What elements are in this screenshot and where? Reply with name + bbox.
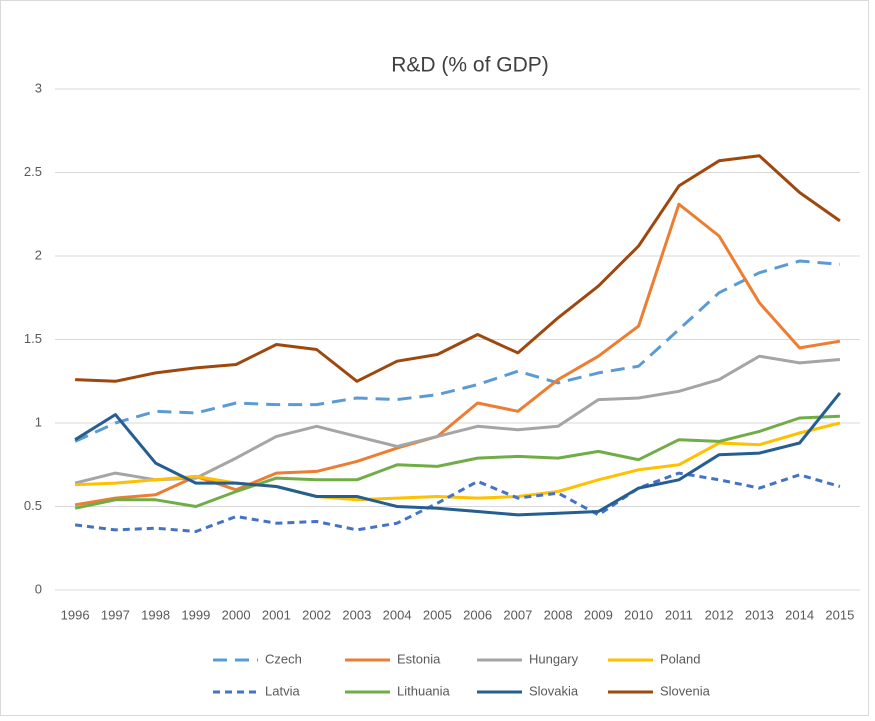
- x-tick-label: 2003: [342, 607, 371, 622]
- x-tick-label: 2009: [584, 607, 613, 622]
- y-tick-label: 3: [35, 80, 42, 95]
- x-tick-label: 2013: [745, 607, 774, 622]
- series-line: [74, 354, 841, 485]
- chart-title: R&D (% of GDP): [391, 54, 549, 77]
- series-line: [75, 421, 841, 502]
- x-tick-label: 2002: [302, 607, 331, 622]
- legend-label: Slovakia: [529, 683, 579, 698]
- series-line: [74, 391, 842, 517]
- x-tick-label: 2004: [383, 607, 412, 622]
- legend-label: Lithuania: [397, 683, 451, 698]
- x-tick-label: 1998: [141, 607, 170, 622]
- legend-label: Hungary: [529, 651, 579, 666]
- x-tick-label: 2007: [503, 607, 532, 622]
- x-tick-label: 2015: [825, 607, 854, 622]
- x-tick-label: 2005: [423, 607, 452, 622]
- legend-label: Slovenia: [660, 683, 711, 698]
- y-tick-label: 2.5: [24, 164, 42, 179]
- series-line: [75, 154, 841, 383]
- x-tick-label: 1997: [101, 607, 130, 622]
- y-tick-label: 0.5: [24, 498, 42, 513]
- y-tick-label: 1: [35, 414, 42, 429]
- x-tick-label: 2001: [262, 607, 291, 622]
- series-line: [74, 259, 841, 443]
- x-tick-label: 1999: [181, 607, 210, 622]
- x-tick-label: 1996: [61, 607, 90, 622]
- x-tick-label: 2010: [624, 607, 653, 622]
- x-tick-label: 2008: [544, 607, 573, 622]
- x-tick-label: 2012: [705, 607, 734, 622]
- x-tick-label: 2000: [222, 607, 251, 622]
- x-tick-label: 2006: [463, 607, 492, 622]
- legend-label: Poland: [660, 651, 700, 666]
- legend-label: Estonia: [397, 651, 441, 666]
- y-tick-label: 2: [35, 247, 42, 262]
- x-tick-label: 2011: [665, 607, 693, 622]
- y-tick-label: 0: [35, 581, 42, 596]
- y-tick-label: 1.5: [24, 331, 42, 346]
- series-line: [74, 471, 841, 533]
- series-line: [74, 414, 840, 510]
- legend-label: Czech: [265, 651, 302, 666]
- x-tick-label: 2014: [785, 607, 814, 622]
- legend-label: Latvia: [265, 683, 300, 698]
